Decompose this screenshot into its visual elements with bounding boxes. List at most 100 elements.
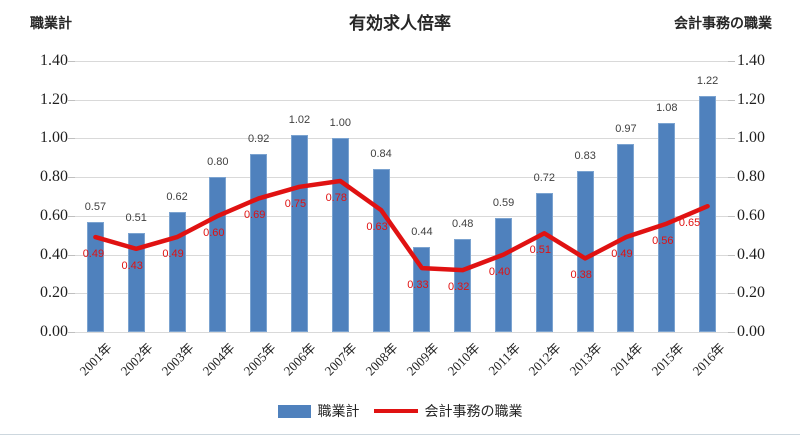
y-axis-tick-label-left: 1.40	[40, 52, 68, 69]
y-axis-tick-label-left: 1.20	[40, 90, 68, 108]
bar-2011年	[495, 217, 513, 332]
bar-2008年	[372, 169, 390, 332]
bar-2006年	[290, 134, 308, 332]
bar-value-label: 0.80	[207, 156, 229, 169]
y-axis-tick-label-left: 0.20	[40, 284, 68, 302]
line-value-label: 0.38	[570, 269, 592, 282]
line-value-label: 0.63	[366, 221, 388, 234]
y-tickmark-right	[728, 177, 735, 179]
gridline	[75, 138, 728, 140]
y-axis-tick-label-right: 0.60	[737, 206, 765, 224]
y-tickmark-right	[728, 138, 735, 140]
y-axis-tick-label-left: 0.80	[40, 168, 68, 186]
y-axis-tick-label-right: 0.20	[737, 284, 765, 302]
line-value-label: 0.78	[325, 192, 347, 204]
bar-2012年	[535, 192, 553, 332]
bar-value-label: 0.57	[84, 200, 107, 213]
line-value-label: 0.32	[448, 281, 470, 294]
bar-value-label: 0.84	[370, 148, 392, 161]
bar-value-label: 0.62	[166, 190, 188, 203]
x-axis-label: 2002年	[117, 340, 156, 379]
bar-2010年	[454, 239, 472, 332]
bar-value-label: 0.59	[492, 196, 515, 209]
y-axis-tick-label-right: 1.40	[737, 52, 765, 69]
y-tickmark-left	[68, 61, 75, 62]
bar-value-label: 1.00	[329, 117, 351, 130]
y-tickmark-right	[728, 215, 735, 217]
x-axis-label: 2015年	[648, 340, 687, 379]
x-axis-label: 2007年	[321, 340, 361, 379]
gridline	[75, 99, 728, 101]
legend-item-bar-series: 職業計	[277, 401, 360, 421]
line-value-label: 0.56	[652, 234, 674, 247]
gridline	[75, 215, 728, 217]
line-value-label: 0.49	[611, 248, 633, 261]
y-tickmark-left	[68, 99, 75, 101]
bar-value-label: 0.72	[533, 171, 556, 184]
legend-label-bar-series: 職業計	[317, 403, 360, 419]
bar-2007年	[331, 138, 349, 332]
bar-value-label: 0.44	[411, 225, 433, 238]
line-series	[93, 178, 710, 273]
x-axis-label: 2016年	[689, 340, 728, 379]
bar-2003年	[168, 211, 186, 332]
chart-title: 有効求人倍率	[349, 14, 451, 33]
y-tickmark-right	[728, 293, 735, 295]
y-axis-tick-label-left: 1.00	[40, 129, 68, 147]
x-axis-label: 2005年	[240, 340, 279, 379]
y-tickmark-left	[68, 215, 75, 217]
gridline	[75, 61, 728, 62]
y-axis-tick-label-right: 0.00	[737, 323, 765, 340]
x-axis-label: 2014年	[607, 340, 646, 379]
y-axis-tick-label-right: 0.40	[737, 245, 765, 263]
y-axis-tick-label-right: 1.00	[737, 129, 765, 147]
bar-2002年	[127, 233, 145, 332]
y-axis-tick-label-left: 0.00	[40, 323, 68, 340]
x-axis-label: 2008年	[362, 340, 401, 379]
y-tickmark-right	[728, 99, 735, 101]
bar-value-label: 1.22	[696, 74, 719, 87]
line-value-label: 0.49	[162, 248, 184, 261]
y-axis-tick-label-left: 0.60	[40, 206, 68, 224]
x-axis-label: 2012年	[525, 340, 565, 379]
y-tickmark-left	[68, 177, 75, 179]
line-path	[93, 178, 710, 273]
x-axis-label: 2010年	[444, 340, 483, 379]
y-axis-tick-label-right: 1.20	[737, 90, 765, 108]
line-value-label: 0.43	[121, 259, 143, 272]
legend-item-line-series: 会計事務の職業	[373, 401, 523, 421]
x-axis-label: 2009年	[403, 340, 442, 379]
x-axis-label: 2003年	[158, 340, 197, 379]
x-axis-label: 2013年	[566, 340, 605, 379]
legend: 職業計 会計事務の職業	[0, 401, 800, 421]
y-tickmark-left	[68, 138, 75, 140]
gridline	[75, 332, 728, 333]
left-axis-title: 職業計	[30, 15, 72, 31]
x-axis-label: 2011年	[485, 340, 524, 378]
x-axis-label: 2001年	[76, 340, 116, 379]
bar-value-label: 0.51	[125, 212, 147, 225]
y-tickmark-right	[728, 254, 735, 256]
right-axis-title: 会計事務の職業	[674, 15, 772, 31]
line-value-label: 0.33	[407, 279, 429, 292]
y-tickmark-right	[728, 332, 735, 333]
bar-2001年	[86, 221, 104, 332]
line-value-label: 0.69	[243, 209, 266, 222]
line-value-label: 0.40	[488, 265, 511, 278]
bar-value-label: 1.08	[656, 101, 678, 114]
bar-value-label: 0.48	[452, 218, 474, 231]
x-axis-label: 2006年	[281, 340, 320, 379]
y-axis-tick-label-right: 0.80	[737, 168, 765, 186]
y-axis-tick-label-left: 0.40	[40, 245, 68, 263]
line-value-label: 0.51	[529, 244, 552, 257]
legend-label-line-series: 会計事務の職業	[424, 403, 523, 419]
bar-series-swatch	[277, 404, 311, 418]
bar-value-label: 0.97	[615, 123, 637, 136]
gridline	[75, 293, 728, 295]
y-tickmark-left	[68, 332, 75, 333]
y-tickmark-right	[728, 61, 735, 62]
line-value-label: 0.65	[678, 217, 701, 230]
bar-2016年	[699, 95, 717, 332]
bar-value-label: 0.83	[574, 150, 596, 163]
